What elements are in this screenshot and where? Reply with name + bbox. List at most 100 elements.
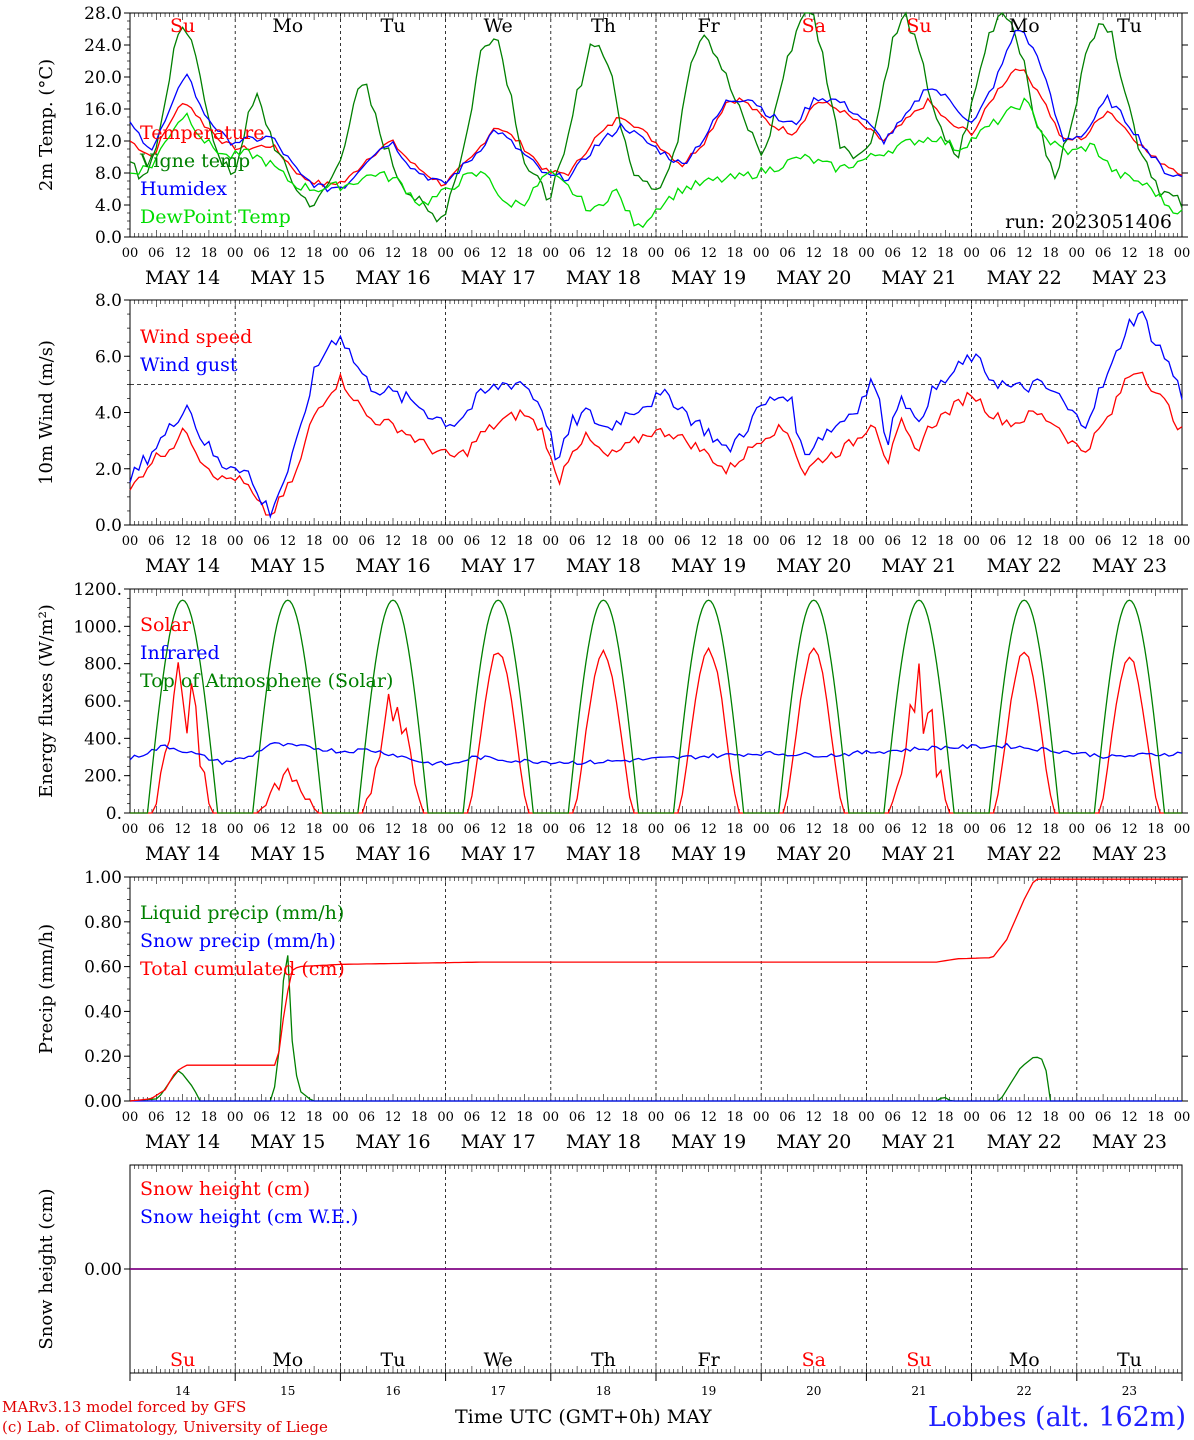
hour-tick-label: 18 [832, 534, 849, 549]
hour-tick-label: 06 [148, 822, 165, 837]
date-label: MAY 23 [1092, 1131, 1167, 1153]
hour-tick-label: 18 [832, 246, 849, 261]
y-tick-label: 0.00 [84, 1092, 122, 1112]
hour-tick-label: 18 [201, 822, 218, 837]
hour-tick-label: 18 [621, 246, 638, 261]
weekday-label: Su [906, 1349, 931, 1371]
day-number-label: 14 [175, 1384, 191, 1398]
y-axis-label: 10m Wind (m/s) [36, 340, 57, 485]
hour-tick-label: 06 [569, 822, 586, 837]
hour-tick-label: 18 [727, 534, 744, 549]
hour-tick-label: 06 [884, 1110, 901, 1125]
hour-tick-label: 12 [280, 534, 297, 549]
date-label: MAY 18 [566, 843, 641, 865]
hour-tick-label: 00 [648, 822, 665, 837]
y-tick-label: 600. [84, 692, 122, 712]
hour-tick-label: 12 [280, 822, 297, 837]
hour-tick-label: 00 [963, 822, 980, 837]
hour-tick-label: 18 [727, 246, 744, 261]
hour-tick-label: 06 [674, 822, 691, 837]
hour-tick-label: 18 [1042, 822, 1059, 837]
hour-tick-label: 12 [1121, 534, 1138, 549]
weekday-label: Su [170, 1349, 195, 1371]
hour-tick-label: 12 [490, 1110, 507, 1125]
month-label: MAY [666, 1406, 712, 1428]
legend-entry: DewPoint Temp [140, 206, 291, 228]
hour-tick-label: 00 [437, 1110, 454, 1125]
day-number-label: 17 [491, 1384, 506, 1398]
date-label: MAY 20 [776, 555, 851, 577]
hour-tick-label: 06 [779, 1110, 796, 1125]
panel-frame [129, 299, 1183, 526]
hour-tick-label: 12 [595, 822, 612, 837]
y-tick-label: 20.0 [84, 68, 122, 88]
hour-tick-label: 00 [1069, 822, 1086, 837]
date-label: MAY 15 [250, 843, 325, 865]
weekday-label: Mo [1009, 1349, 1040, 1371]
date-label: MAY 17 [461, 1131, 536, 1153]
weekday-label: Tu [381, 15, 406, 37]
hour-tick-label: 00 [437, 822, 454, 837]
hour-tick-label: 18 [306, 1110, 323, 1125]
date-label: MAY 22 [987, 843, 1062, 865]
weekday-label: Su [906, 15, 931, 37]
hour-tick-label: 00 [858, 534, 875, 549]
legend-entry: Snow precip (mm/h) [140, 930, 336, 952]
hour-tick-label: 12 [1016, 822, 1033, 837]
legend-entry: Infrared [140, 642, 220, 664]
hour-tick-label: 12 [700, 822, 717, 837]
hour-tick-label: 00 [1069, 534, 1086, 549]
hour-tick-label: 06 [884, 822, 901, 837]
hour-tick-label: 06 [884, 246, 901, 261]
date-label: MAY 23 [1092, 843, 1167, 865]
date-label: MAY 19 [671, 1131, 746, 1153]
hour-tick-label: 00 [753, 246, 770, 261]
date-label: MAY 16 [355, 1131, 430, 1153]
hour-tick-label: 06 [1095, 534, 1112, 549]
hour-tick-label: 00 [543, 822, 560, 837]
series-line [129, 11, 1183, 223]
hour-tick-label: 06 [358, 822, 375, 837]
y-tick-label: 0.0 [95, 228, 122, 248]
day-number-label: 15 [280, 1384, 295, 1398]
hour-tick-label: 00 [122, 246, 139, 261]
hour-tick-label: 18 [411, 246, 428, 261]
date-label: MAY 19 [671, 267, 746, 289]
series-line [129, 29, 1183, 193]
hour-tick-label: 18 [201, 246, 218, 261]
legend-entry: Solar [140, 614, 192, 636]
hour-tick-label: 18 [1147, 1110, 1164, 1125]
hour-tick-label: 12 [490, 246, 507, 261]
hour-tick-label: 06 [253, 534, 270, 549]
hour-tick-label: 06 [779, 822, 796, 837]
date-label: MAY 14 [145, 1131, 220, 1153]
y-tick-label: 0.80 [84, 913, 122, 933]
station-label: Lobbes (alt. 162m) [927, 1402, 1186, 1433]
hour-tick-label: 18 [306, 246, 323, 261]
hour-tick-label: 00 [1174, 246, 1191, 261]
date-label: MAY 14 [145, 555, 220, 577]
hour-tick-label: 00 [332, 1110, 349, 1125]
day-number-label: 20 [806, 1384, 821, 1398]
y-tick-label: 0.00 [84, 1260, 122, 1280]
hour-tick-label: 12 [1016, 1110, 1033, 1125]
time-axis-label: Time UTC (GMT+0h) [455, 1406, 661, 1428]
hour-tick-label: 18 [832, 822, 849, 837]
weekday-label: We [484, 1349, 513, 1371]
weekday-label: We [484, 15, 513, 37]
series-line [129, 97, 1183, 229]
hour-tick-label: 06 [148, 534, 165, 549]
hour-tick-label: 12 [1016, 246, 1033, 261]
hour-tick-label: 00 [963, 534, 980, 549]
hour-tick-label: 18 [306, 822, 323, 837]
hour-tick-label: 00 [1174, 534, 1191, 549]
date-label: MAY 22 [987, 1131, 1062, 1153]
hour-tick-label: 00 [543, 534, 560, 549]
hour-tick-label: 06 [464, 822, 481, 837]
hour-tick-label: 00 [1069, 246, 1086, 261]
date-label: MAY 14 [145, 843, 220, 865]
date-label: MAY 17 [461, 555, 536, 577]
y-tick-label: 0.40 [84, 1002, 122, 1022]
hour-tick-label: 06 [569, 1110, 586, 1125]
